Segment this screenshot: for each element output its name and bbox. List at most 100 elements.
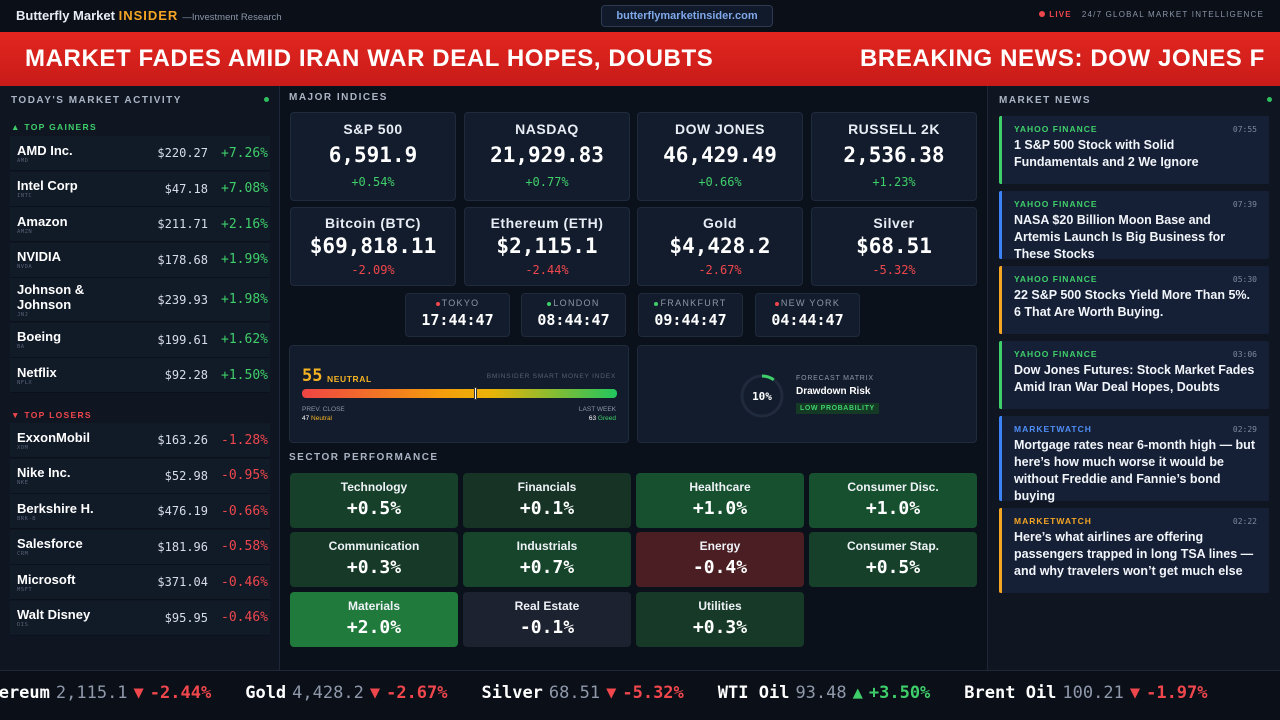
live-label: LIVE <box>1039 10 1072 19</box>
stock-row[interactable]: Intel Corp INTC $47.18 +7.08% <box>10 171 270 207</box>
sector-name: Healthcare <box>689 480 751 494</box>
stock-ticker: INTC <box>17 193 33 199</box>
index-card[interactable]: RUSSELL 2K 2,536.38 +1.23% <box>811 112 977 201</box>
news-item[interactable]: MARKETWATCH 02:29 Mortgage rates near 6-mo… <box>999 416 1269 503</box>
sector-name: Industrials <box>516 539 578 554</box>
news-item[interactable]: YAHOO FINANCE 07:55 1 S&P 500 Stock with S… <box>999 116 1269 184</box>
stock-price: $163.26 <box>157 433 208 447</box>
live-status: LIVE 24/7 GLOBAL MARKET INTELLIGENCE <box>1039 10 1264 19</box>
index-value: $69,818.11 <box>309 234 437 258</box>
stock-price: $92.28 <box>164 368 208 382</box>
index-value: 21,929.83 <box>490 143 604 167</box>
stock-row[interactable]: Salesforce CRM $181.96 -0.58% <box>10 529 270 565</box>
stock-row[interactable]: Microsoft MSFT $371.04 -0.46% <box>10 565 270 600</box>
forecast-kicker: FORECAST MATRIX <box>796 375 874 382</box>
news-time: 02:29 <box>1232 425 1257 434</box>
prev-close-text: Neutral <box>311 415 333 422</box>
index-name: Ethereum (ETH) <box>490 215 604 231</box>
sector-tile[interactable]: Consumer Disc. +1.0% <box>809 473 977 528</box>
news-source: MARKETWATCH <box>1014 516 1092 526</box>
clock-time: 17:44:47 <box>421 311 494 329</box>
stock-row[interactable]: Johnson & Johnson JNJ $239.93 +1.98% <box>10 278 270 322</box>
sentiment-score: 55 <box>302 366 323 386</box>
sector-name: Communication <box>328 539 420 554</box>
ticker-change: -1.97% <box>1146 683 1208 703</box>
brand: Butterfly Market INSIDER —Investment Rese… <box>16 8 282 23</box>
stock-row[interactable]: AMD Inc. AMD $220.27 +7.26% <box>10 136 270 171</box>
sector-tile[interactable]: Materials +2.0% <box>290 591 458 647</box>
sector-change: +0.7% <box>519 557 575 579</box>
stock-row[interactable]: Boeing BA $199.61 +1.62% <box>10 322 270 358</box>
prev-close-label: PREV. CLOSE <box>302 406 345 413</box>
stock-name: Intel Corp <box>17 178 78 193</box>
stock-row[interactable]: Nike Inc. NKE $52.98 -0.95% <box>10 458 270 494</box>
clock-time: 09:44:47 <box>654 311 727 329</box>
stock-row[interactable]: NVIDIA NVDA $178.68 +1.99% <box>10 242 270 278</box>
news-item[interactable]: YAHOO FINANCE 05:30 22 S&P 500 Stocks Yiel… <box>999 266 1269 334</box>
ticker-item: Silver 68.51 ▼ -5.32% <box>482 683 684 703</box>
index-card[interactable]: S&P 500 6,591.9 +0.54% <box>290 112 456 201</box>
sector-tile[interactable]: Communication +0.3% <box>290 532 458 588</box>
stock-name-cell: NVIDIA NVDA <box>10 249 118 270</box>
sector-change: +0.1% <box>519 498 575 519</box>
index-name: BMINSIDER SMART MONEY INDEX <box>486 373 616 380</box>
stock-row[interactable]: Walt Disney DIS $95.95 -0.46% <box>10 600 270 636</box>
index-card[interactable]: Silver $68.51 -5.32% <box>811 207 977 286</box>
stock-price: $211.71 <box>157 217 208 231</box>
index-change: -2.44% <box>525 263 569 277</box>
ticker-item: Ethereum2,115.1▼-2.44% <box>0 683 211 703</box>
sector-name: Technology <box>340 480 408 494</box>
stock-price: $181.96 <box>157 539 208 554</box>
stock-change: +7.08% <box>221 181 268 196</box>
stock-ticker: NFLX <box>17 379 33 386</box>
stock-name: Nike Inc. <box>17 465 71 480</box>
sector-tile[interactable]: Healthcare +1.0% <box>636 473 804 528</box>
stock-row[interactable]: Berkshire H. BRK-B $476.19 -0.66% <box>10 494 270 529</box>
sector-tile[interactable]: Utilities +0.3% <box>636 591 804 647</box>
index-value: $4,428.2 <box>669 234 771 258</box>
sector-name: Consumer Stap. <box>846 539 939 554</box>
stock-name-cell: Johnson & Johnson JNJ <box>10 282 118 318</box>
index-card[interactable]: Ethereum (ETH) $2,115.1 -2.44% <box>464 207 630 286</box>
stock-name: Boeing <box>17 329 62 344</box>
forecast-title: Drawdown Risk <box>796 386 871 397</box>
sector-tile[interactable]: Real Estate -0.1% <box>463 591 631 647</box>
sector-name: Energy <box>699 539 741 554</box>
header: Butterfly Market INSIDER —Investment Rese… <box>0 0 1280 32</box>
stock-name: Amazon <box>17 213 68 229</box>
news-item[interactable]: YAHOO FINANCE 07:39 NASA $20 Billion Moon … <box>999 191 1269 261</box>
sector-change: +0.5% <box>346 498 402 519</box>
ticker-change: -2.44% <box>149 683 212 703</box>
news-item[interactable]: MARKETWATCH 02:22 Here’s what airlines are… <box>999 508 1269 593</box>
news-panel: MARKET NEWS YAHOO FINANCE 07:55 1 S&P 500 … <box>987 86 1280 670</box>
news-time: 07:55 <box>1232 125 1257 134</box>
sector-tile[interactable]: Consumer Stap. +0.5% <box>809 532 977 588</box>
stock-row[interactable]: Amazon AMZN $211.71 +2.16% <box>10 207 270 242</box>
stock-name: ExxonMobil <box>17 429 90 445</box>
last-week: 63 Greed <box>589 415 616 422</box>
site-url[interactable]: butterflymarketinsider.com <box>601 5 773 27</box>
stock-ticker: BRK-B <box>17 515 37 522</box>
stock-change: +1.99% <box>221 252 268 267</box>
index-card[interactable]: NASDAQ 21,929.83 +0.77% <box>464 112 630 201</box>
sector-tile[interactable]: Industrials +0.7% <box>463 532 631 588</box>
ticker-price: 68.51 <box>548 683 601 703</box>
stock-change: +1.98% <box>221 292 268 307</box>
index-card[interactable]: Bitcoin (BTC) $69,818.11 -2.09% <box>290 207 456 286</box>
sector-tile[interactable]: Technology +0.5% <box>290 473 458 528</box>
index-change: +0.54% <box>351 175 395 189</box>
stock-change: -0.95% <box>221 468 268 483</box>
index-card[interactable]: DOW JONES 46,429.49 +0.66% <box>637 112 803 201</box>
index-change: -2.67% <box>698 263 742 277</box>
stock-row[interactable]: ExxonMobil XOM $163.26 -1.28% <box>10 423 270 458</box>
sector-tile[interactable]: Financials +0.1% <box>463 473 631 528</box>
index-card[interactable]: Gold $4,428.2 -2.67% <box>637 207 803 286</box>
news-item[interactable]: YAHOO FINANCE 03:06 Dow Jones Futures: Sto… <box>999 341 1269 409</box>
news-time: 02:22 <box>1232 517 1257 526</box>
sentiment-label: NEUTRAL <box>327 374 372 384</box>
stock-row[interactable]: Netflix NFLX $92.28 +1.50% <box>10 358 270 393</box>
sector-tile[interactable]: Energy -0.4% <box>636 532 804 588</box>
group-label: ▼ TOP LOSERS <box>11 410 92 420</box>
